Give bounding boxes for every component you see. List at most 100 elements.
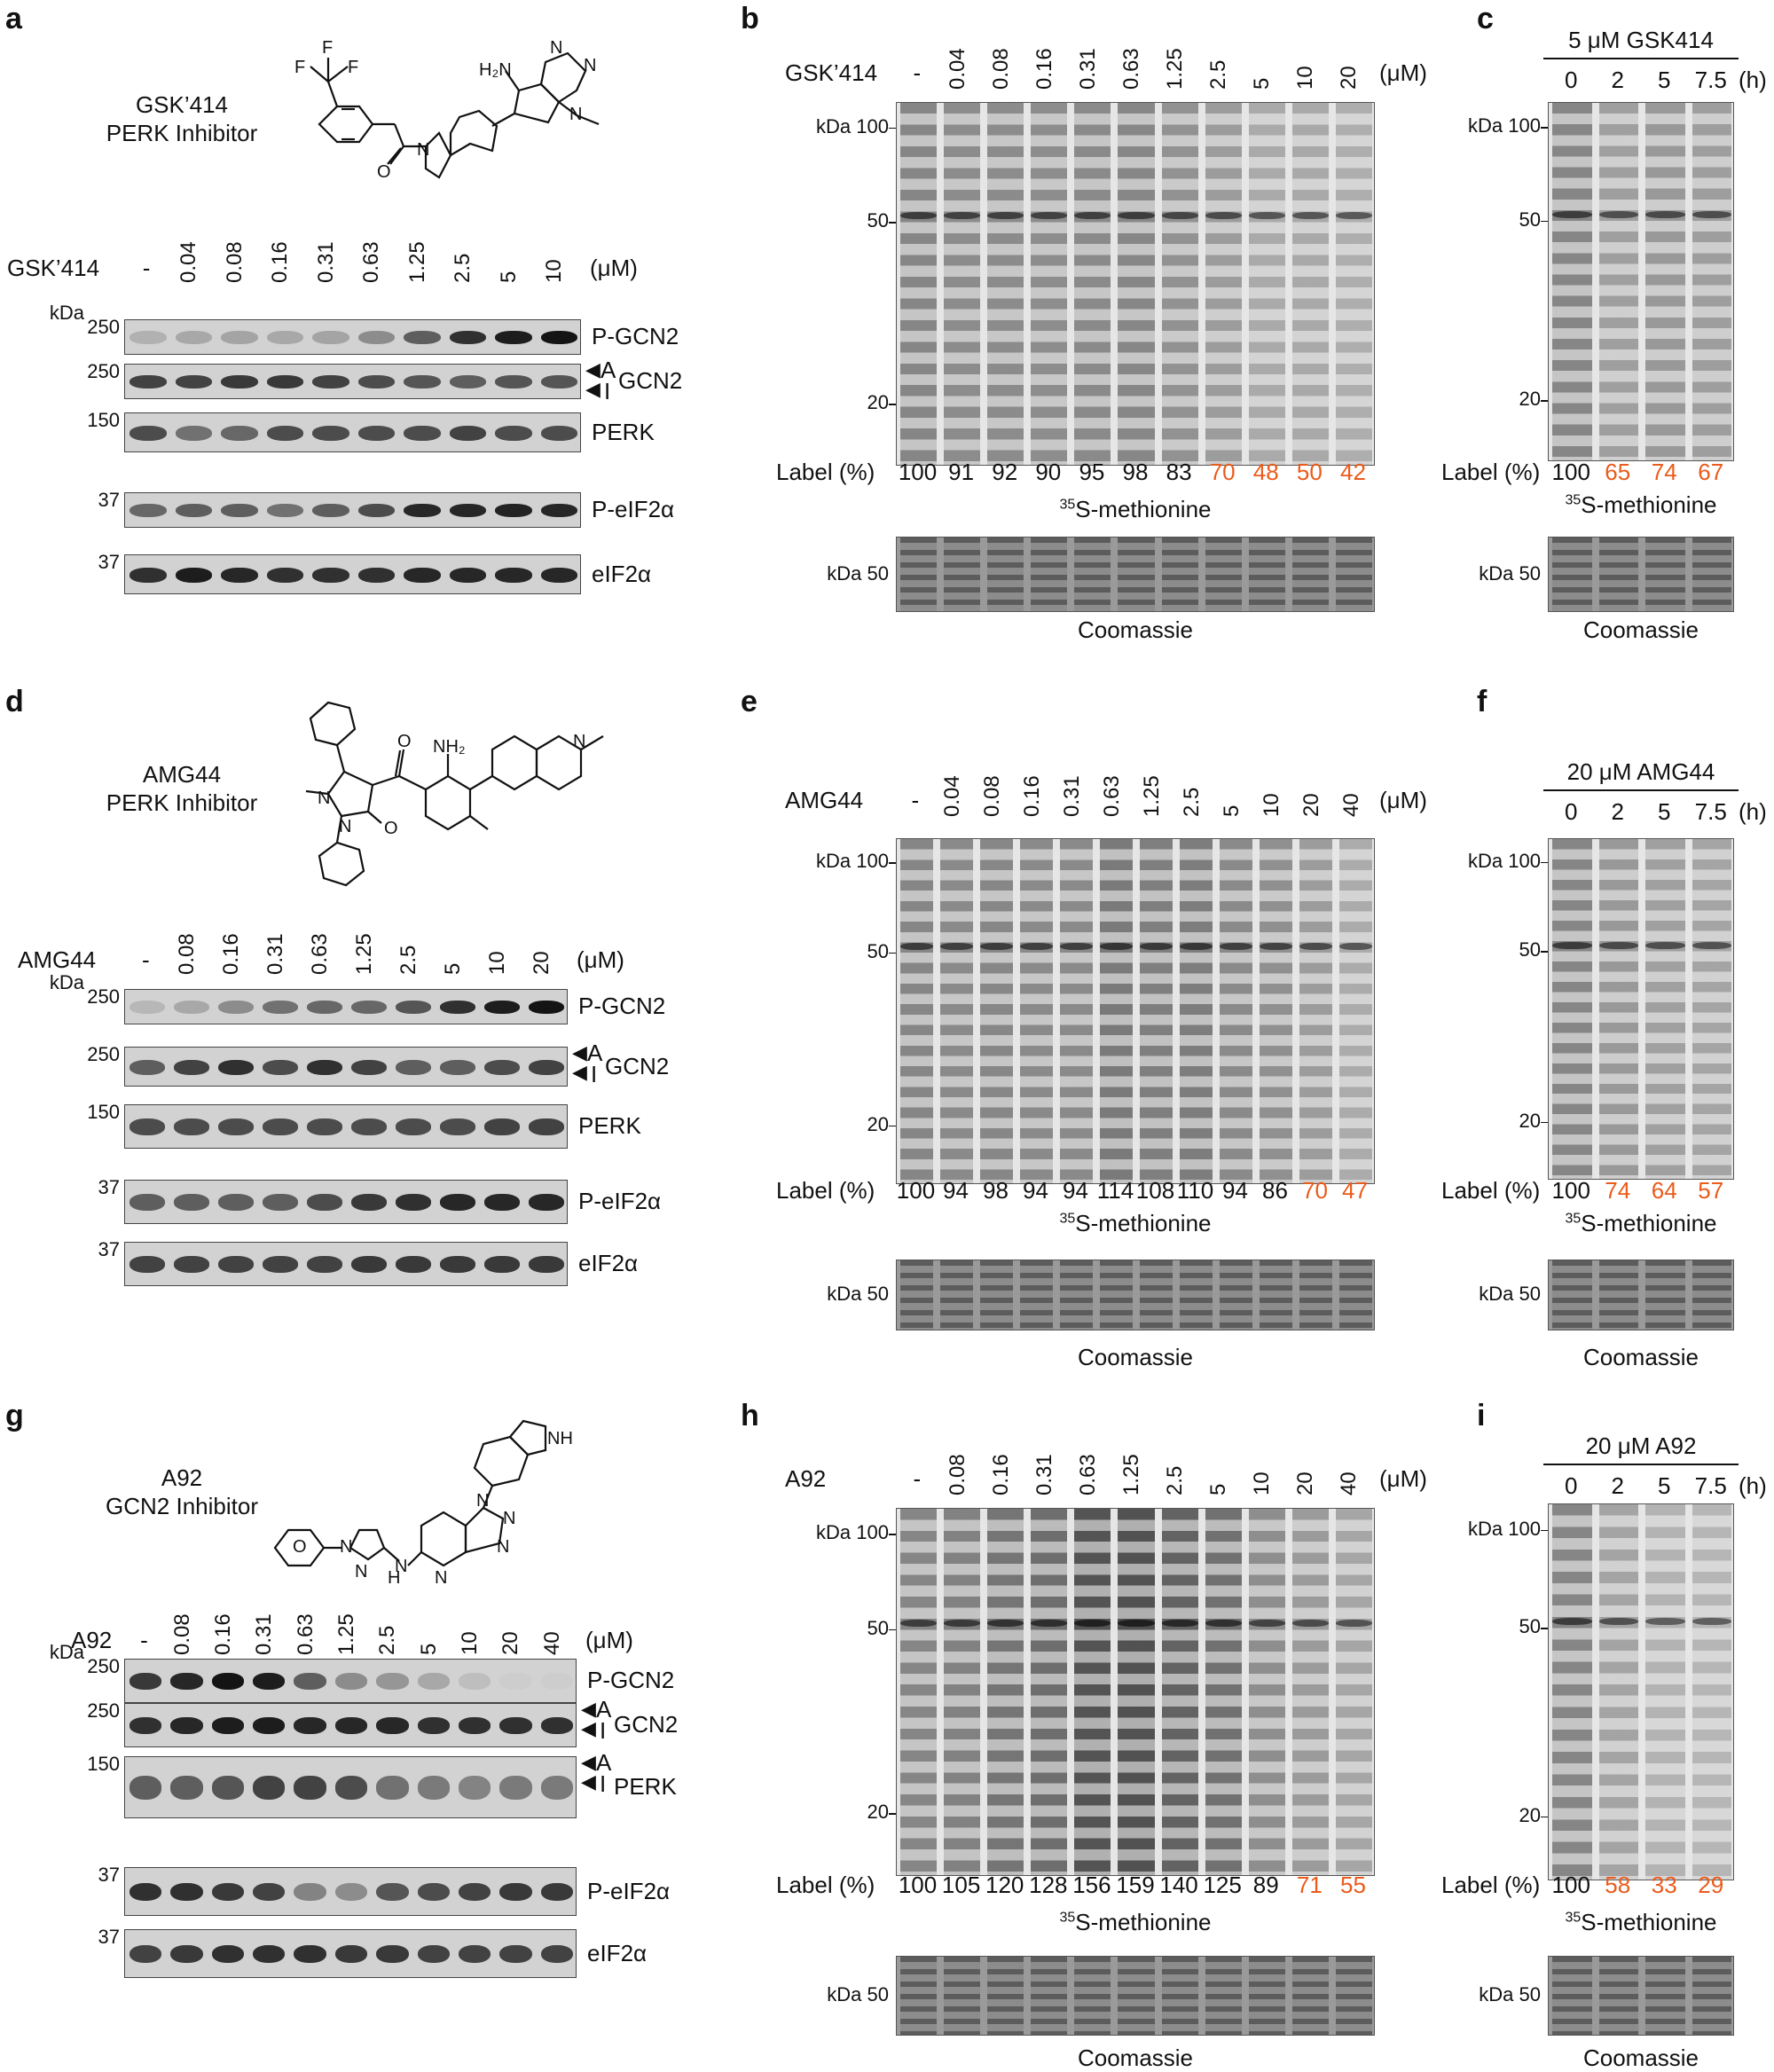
svg-text:O: O	[384, 819, 398, 838]
time-label: 7.5	[1694, 798, 1727, 825]
arrow-inactive: ◀	[572, 1061, 587, 1083]
label-percent-value: 91	[948, 459, 975, 485]
coomassie-lane	[1248, 538, 1285, 611]
coomassie-lane	[987, 538, 1024, 611]
blot-band	[211, 1882, 245, 1902]
label-percent-value: 92	[992, 459, 1018, 485]
coomassie-lane	[1248, 1957, 1285, 2035]
dose-label: 0.16	[1019, 775, 1044, 817]
svg-text:NH₂: NH₂	[433, 737, 466, 757]
dose-label: 0.63	[1099, 775, 1124, 817]
svg-text:N: N	[355, 1562, 367, 1581]
dose-label: 0.63	[1075, 1454, 1100, 1495]
blot-band	[404, 331, 441, 345]
blot-band	[449, 567, 486, 583]
dose-label: 0.31	[252, 1613, 277, 1655]
mw-tick	[889, 1629, 896, 1631]
dose-unit: (μM)	[1379, 787, 1427, 813]
gel-major-band	[1299, 943, 1332, 950]
label-percent-value: 83	[1166, 459, 1192, 485]
blot-strip-p-eif2α	[124, 492, 581, 528]
dose-label: 1.25	[1163, 48, 1188, 90]
coomassie-lane	[1692, 1260, 1731, 1330]
dose-label: 40	[1337, 1472, 1362, 1495]
mw-tick	[889, 1125, 896, 1127]
coomassie-lane	[900, 538, 938, 611]
mw-marker: 250	[87, 1699, 120, 1722]
mw-tick	[1541, 1628, 1548, 1629]
dose-label: 0.04	[945, 48, 969, 90]
blot-band	[376, 1776, 409, 1800]
arrow-active: ◀	[581, 1698, 596, 1720]
dose-unit: (μM)	[1379, 59, 1427, 86]
blot-band	[417, 1717, 450, 1734]
dose-label: 0.04	[177, 241, 201, 283]
blot-band	[221, 504, 258, 518]
blot-band	[307, 1118, 342, 1135]
gel-major-band	[1598, 1617, 1638, 1625]
time-label: 5	[1658, 1472, 1671, 1499]
coomassie-mw-marker: kDa 50	[1479, 561, 1541, 585]
blot-band	[540, 331, 577, 345]
gel-major-band	[944, 212, 981, 219]
dose-label: -	[142, 946, 150, 973]
dose-unit: (μM)	[585, 1627, 633, 1653]
dose-label: 0.63	[359, 241, 384, 283]
blot-strip-eif2α	[124, 1929, 577, 1978]
gel-lane	[1074, 1509, 1111, 1875]
autoradiograph-gel	[896, 1508, 1375, 1876]
mw-marker: 50	[1519, 938, 1541, 961]
gel-major-band	[1339, 943, 1372, 950]
blot-band	[484, 1001, 520, 1015]
panel-h-letter: h	[741, 1399, 759, 1432]
dose-label: 2.5	[375, 1625, 400, 1655]
coomassie-lane	[1118, 538, 1155, 611]
mw-marker: 250	[87, 985, 120, 1008]
svg-text:N: N	[339, 817, 351, 836]
coomassie-caption: Coomassie	[1077, 2045, 1194, 2071]
structure-a92: O N N H N N N N N NH	[273, 1419, 573, 1588]
gel-lane	[944, 103, 981, 465]
label-percent-value: 90	[1035, 459, 1062, 485]
gel-lane	[1260, 839, 1292, 1183]
blot-band	[218, 1194, 254, 1211]
coomassie-caption: Coomassie	[1077, 616, 1194, 643]
arrow-active-label: A	[600, 357, 616, 383]
gel-lane	[940, 839, 973, 1183]
blot-row-label: GCN2	[614, 1711, 679, 1738]
mw-tick	[889, 1813, 896, 1815]
blot-band	[221, 375, 258, 389]
gel-lane	[987, 103, 1024, 465]
coomassie-lane	[1299, 1260, 1332, 1330]
methionine-caption: 35S-methionine	[896, 496, 1375, 523]
gel-lane	[900, 1509, 938, 1875]
compound-class: PERK Inhibitor	[106, 789, 258, 816]
coomassie-lane	[944, 538, 981, 611]
blot-band	[376, 1673, 409, 1690]
blot-band	[404, 504, 441, 518]
svg-text:N: N	[340, 1537, 352, 1557]
dose-row-drug-label: AMG44	[785, 787, 864, 813]
label-percent-value: 110	[1176, 1177, 1214, 1204]
blot-band	[404, 425, 441, 441]
dose-label: 0.31	[263, 933, 287, 975]
label-percent-value: 140	[1159, 1872, 1198, 1898]
gel-lane	[1074, 103, 1111, 465]
label-percent-value: 70	[1209, 459, 1236, 485]
label-percent-title: Label (%)	[1441, 459, 1541, 485]
blot-band	[351, 1118, 387, 1135]
dose-label: 40	[539, 1631, 564, 1655]
dose-row-drug-label: A92	[785, 1465, 827, 1492]
blot-band	[357, 504, 395, 518]
dose-label: 5	[496, 271, 521, 283]
blot-band	[312, 567, 349, 583]
coomassie-lane	[1220, 1260, 1252, 1330]
dose-row-drug-label: A92	[71, 1627, 113, 1653]
blot-band	[130, 1194, 165, 1211]
coomassie-lane	[1692, 1957, 1731, 2035]
compound-name: GSK’414	[135, 91, 229, 118]
gel-lane	[1140, 839, 1173, 1183]
coomassie-lane	[1552, 538, 1592, 611]
blot-band	[417, 1776, 450, 1800]
methionine-caption: 35S-methionine	[896, 1210, 1375, 1237]
